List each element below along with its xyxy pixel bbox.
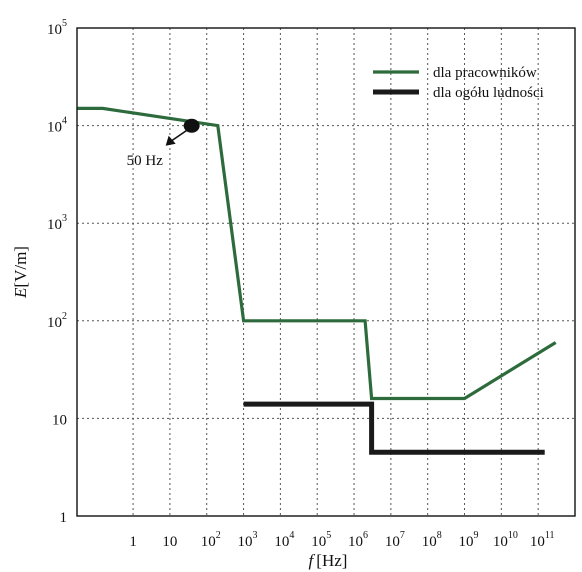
y-tick-label-2: 102: [47, 311, 67, 331]
x-tick-label-10: 1010: [493, 530, 518, 550]
x-tick-label-4: 104: [274, 530, 294, 550]
y-tick-label-1: 10: [52, 412, 67, 428]
x-tick-label-7: 107: [385, 530, 405, 550]
x-tick-label-9: 109: [459, 530, 479, 550]
y-axis-label: E[V/m]: [11, 246, 30, 299]
plot-frame: [76, 27, 576, 517]
series: [77, 106, 557, 455]
x-tick-label-2: 102: [201, 530, 221, 550]
x-tick-label-6: 106: [348, 530, 368, 550]
annotation-arrowhead-0: [165, 135, 176, 146]
x-tick-label-0: 1: [129, 534, 137, 550]
legend-label-1: dla ogółu ludności: [433, 85, 544, 101]
legend: dla pracowników dla ogółu ludności: [373, 65, 544, 101]
y-tick-label-0: 1: [60, 510, 68, 526]
annotations: 50 Hz: [127, 118, 200, 169]
series-line-0: [77, 106, 557, 401]
annotation-marker-0: [183, 118, 200, 133]
legend-label-0: dla pracowników: [433, 65, 537, 81]
y-tick-label-3: 103: [47, 213, 67, 233]
grid: [77, 28, 575, 516]
x-tick-label-5: 105: [311, 530, 331, 550]
y-tick-label-5: 105: [47, 18, 67, 38]
x-tick-label-1: 10: [162, 534, 177, 550]
series-line-1: [243, 401, 545, 455]
annotation-label-0: 50 Hz: [127, 153, 164, 169]
y-tick-label-4: 104: [47, 116, 67, 136]
annotation-arrow-0: [171, 129, 189, 142]
x-tick-label-3: 103: [238, 530, 258, 550]
x-tick-label-8: 108: [422, 530, 442, 550]
x-axis-label: f [Hz]: [309, 551, 348, 570]
tick-labels: 1 10 102 103 104 105 106 107 108 109 1010 1011 1 10 10…: [47, 18, 554, 550]
x-tick-label-11: 1011: [530, 530, 555, 550]
